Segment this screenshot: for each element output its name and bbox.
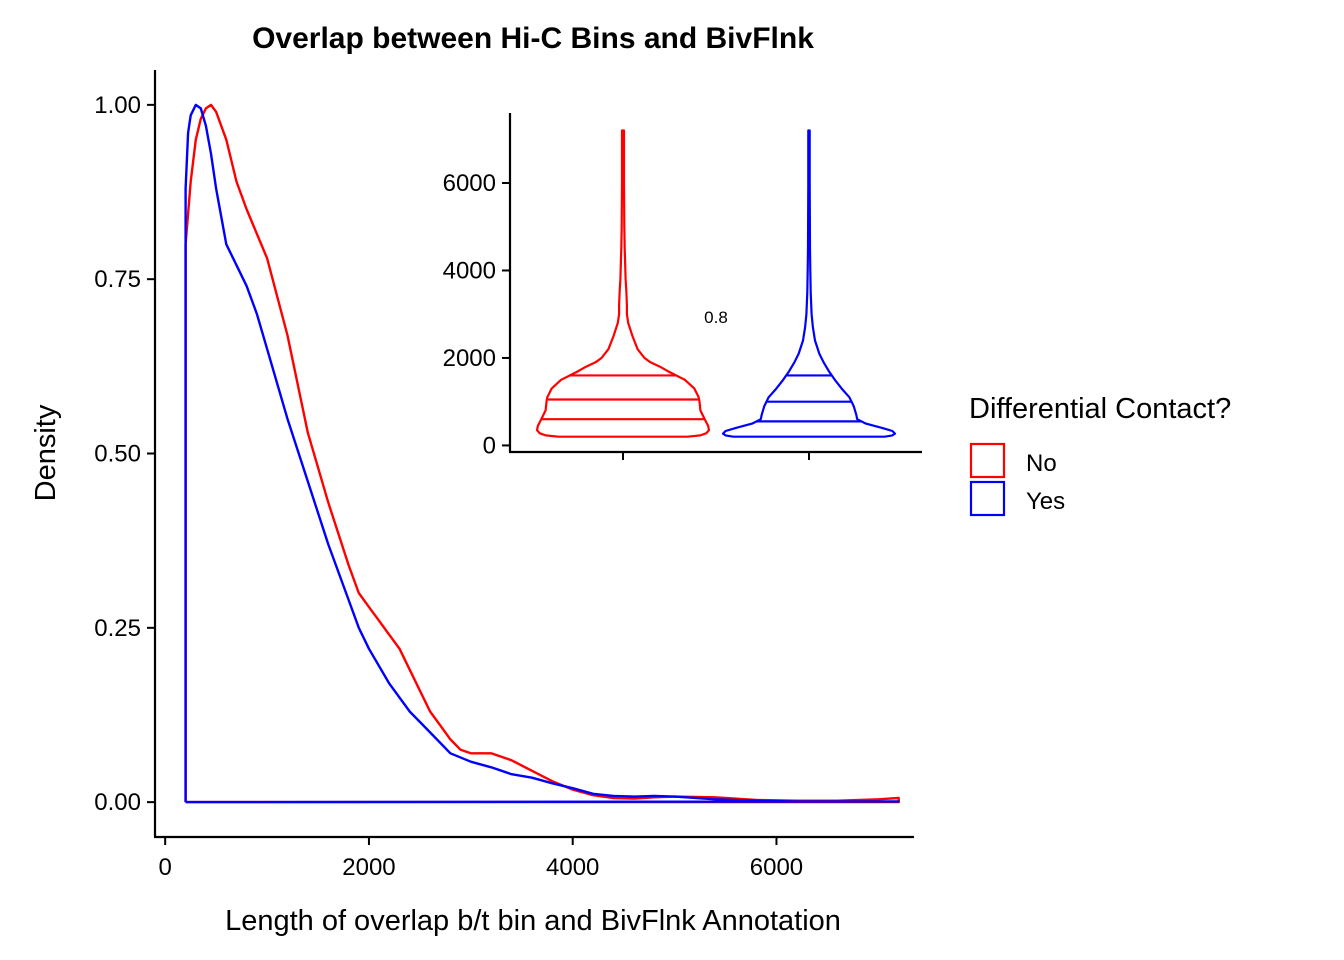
legend-swatch-yes — [969, 480, 1006, 517]
legend: Differential Contact? No Yes — [969, 393, 1231, 517]
x-tick-label: 6000 — [750, 854, 803, 881]
y-tick-label: 0.00 — [94, 789, 141, 816]
inset-y-tick-label: 0 — [483, 432, 496, 459]
x-tick-label: 2000 — [342, 854, 395, 881]
legend-title: Differential Contact? — [969, 393, 1231, 425]
y-axis-title: Density — [30, 404, 62, 501]
violin-no — [535, 129, 711, 438]
inset-y-tick-label: 2000 — [443, 345, 496, 372]
x-axis-title: Length of overlap b/t bin and BivFlnk An… — [225, 905, 841, 937]
inset-annotation: 0.8 — [704, 308, 728, 327]
y-tick-label: 1.00 — [94, 92, 141, 119]
chart-title: Overlap between Hi-C Bins and BivFlnk — [252, 22, 814, 55]
inset-x-axis-ticks — [622, 452, 810, 460]
density-lines — [184, 103, 900, 804]
inset-violin-plot: 0 2000 4000 6000 0.8 — [443, 113, 922, 460]
legend-label-no: No — [1026, 450, 1057, 477]
density-line-yes — [184, 103, 900, 804]
density-line-no — [184, 103, 900, 804]
x-tick-label: 4000 — [546, 854, 599, 881]
y-axis-ticks: 0.00 0.25 0.50 0.75 1.00 — [94, 92, 155, 816]
x-tick-label: 0 — [159, 854, 172, 881]
legend-label-yes: Yes — [1026, 488, 1065, 515]
inset-y-tick-label: 4000 — [443, 257, 496, 284]
inset-violins — [535, 129, 897, 438]
inset-y-axis-ticks: 0 2000 4000 6000 — [443, 170, 510, 459]
legend-swatch-no — [969, 442, 1006, 479]
y-tick-label: 0.50 — [94, 441, 141, 468]
y-tick-label: 0.75 — [94, 266, 141, 293]
y-tick-label: 0.25 — [94, 615, 141, 642]
x-axis-ticks: 0 2000 4000 6000 — [159, 837, 803, 881]
inset-y-tick-label: 6000 — [443, 170, 496, 197]
violin-yes — [721, 129, 897, 438]
